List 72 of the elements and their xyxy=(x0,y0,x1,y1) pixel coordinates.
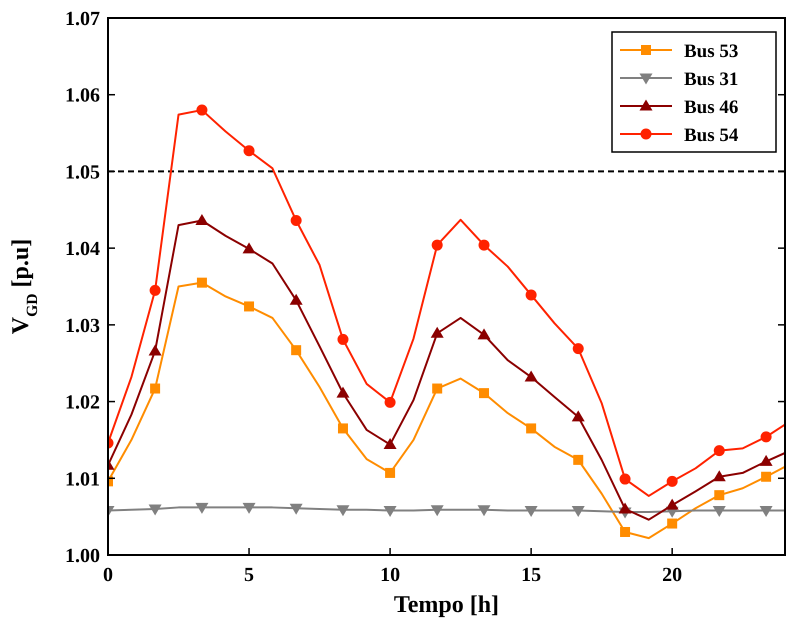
x-tick-label: 10 xyxy=(380,564,400,586)
legend-label: Bus 54 xyxy=(684,125,739,146)
point xyxy=(430,505,444,516)
point xyxy=(714,445,725,456)
y-tick-label: 1.06 xyxy=(65,84,100,107)
legend-label: Bus 31 xyxy=(684,69,738,90)
x-tick-label: 0 xyxy=(103,564,113,586)
point xyxy=(620,526,630,537)
point xyxy=(478,505,491,516)
point xyxy=(666,476,678,487)
point xyxy=(618,502,632,514)
point xyxy=(573,454,584,465)
point xyxy=(712,506,726,518)
point xyxy=(432,240,443,251)
x-tick-label: 20 xyxy=(662,564,682,586)
point xyxy=(336,505,350,516)
point xyxy=(526,289,537,300)
point xyxy=(195,502,208,514)
y-tick-label: 1.07 xyxy=(65,8,100,30)
point xyxy=(572,343,584,354)
point xyxy=(291,345,302,356)
legend-label: Bus 46 xyxy=(684,97,738,118)
x-axis-title: Tempo [h] xyxy=(394,592,500,618)
point xyxy=(432,384,442,394)
point xyxy=(572,506,585,518)
point xyxy=(242,502,256,514)
y-tick-label: 1.05 xyxy=(65,161,100,184)
point xyxy=(290,504,303,515)
point xyxy=(712,470,726,482)
point xyxy=(148,504,162,516)
point xyxy=(479,388,490,398)
x-tick-label: 5 xyxy=(244,564,254,586)
point xyxy=(195,214,208,226)
point xyxy=(760,454,773,466)
y-tick-label: 1.00 xyxy=(65,545,100,567)
point xyxy=(384,506,397,518)
point xyxy=(524,506,538,518)
point xyxy=(150,384,160,394)
y-tick-label: 1.03 xyxy=(65,314,100,337)
point xyxy=(761,472,772,482)
y-tick-label: 1.02 xyxy=(65,392,100,414)
point xyxy=(714,490,724,500)
point xyxy=(760,431,772,442)
point xyxy=(667,518,678,529)
point xyxy=(430,326,444,338)
legend-label: Bus 53 xyxy=(684,41,738,62)
point xyxy=(290,215,302,226)
point xyxy=(572,410,585,422)
point xyxy=(526,423,536,434)
point xyxy=(620,474,631,485)
point xyxy=(337,334,348,345)
y-tick-label: 1.01 xyxy=(65,468,100,490)
x-tick-label: 15 xyxy=(521,564,542,586)
point xyxy=(760,506,773,518)
point xyxy=(478,328,491,340)
point xyxy=(666,498,679,510)
point xyxy=(338,423,348,434)
point xyxy=(242,242,256,254)
point xyxy=(244,145,255,156)
point xyxy=(384,438,397,450)
point xyxy=(148,344,162,356)
point xyxy=(150,284,161,296)
point xyxy=(384,396,396,408)
point xyxy=(244,301,254,312)
point xyxy=(478,240,490,251)
point xyxy=(524,370,538,382)
point xyxy=(196,104,208,116)
point xyxy=(336,386,350,398)
point xyxy=(290,294,303,305)
y-tick-label: 1.04 xyxy=(65,238,100,260)
point xyxy=(385,468,396,478)
point xyxy=(196,278,207,288)
